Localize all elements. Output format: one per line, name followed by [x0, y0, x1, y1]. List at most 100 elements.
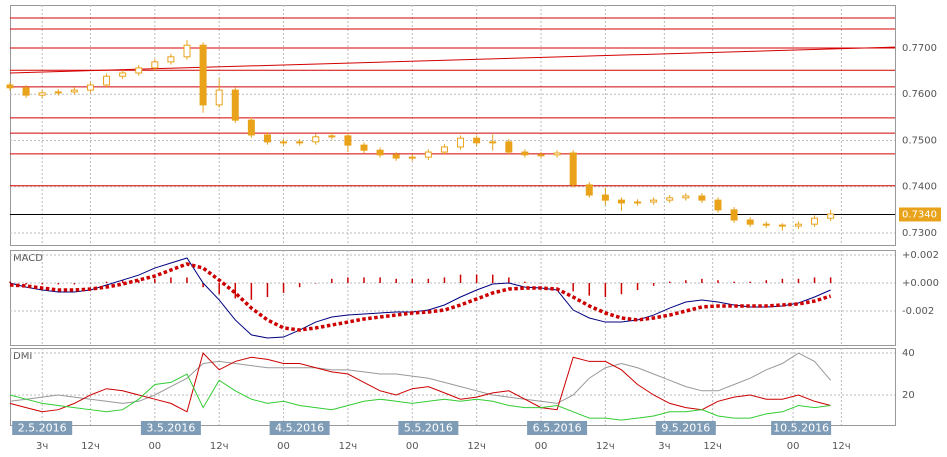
- histogram-bar: [218, 283, 220, 295]
- indicator-line: [9, 352, 831, 413]
- y-tick-label: 0.7700: [902, 43, 937, 54]
- histogram-bar: [459, 274, 462, 284]
- date-label: 6.5.2016: [533, 422, 582, 435]
- candle-body: [392, 154, 400, 159]
- histogram-bar: [186, 277, 188, 284]
- histogram-bar: [475, 274, 478, 284]
- histogram-bar: [41, 283, 43, 285]
- candle-body: [778, 224, 786, 227]
- x-tick-label: 12ч: [832, 441, 851, 452]
- histogram-bar: [427, 278, 430, 284]
- x-tick-label: 12ч: [81, 441, 100, 452]
- histogram-bar: [685, 280, 687, 284]
- histogram-bar: [154, 278, 156, 284]
- candle-body: [328, 135, 336, 138]
- histogram-bar: [25, 283, 27, 285]
- histogram-bar: [508, 277, 510, 284]
- candle-body: [167, 56, 175, 63]
- histogram-bar: [588, 283, 591, 296]
- histogram-bar: [765, 280, 768, 284]
- histogram-bar: [250, 283, 253, 300]
- candle-body: [569, 152, 577, 186]
- x-tick-label: 12ч: [467, 441, 486, 452]
- candle-body: [376, 149, 384, 156]
- candle-body: [762, 223, 770, 226]
- histogram-bar: [395, 278, 397, 284]
- last-price-label: 0.7340: [902, 209, 937, 220]
- y-tick-label: 40: [902, 348, 915, 359]
- candle-body: [231, 89, 239, 121]
- candle-body: [473, 137, 481, 144]
- date-label: 10.5.2016: [773, 422, 829, 435]
- y-tick-label: +0.000: [902, 278, 939, 289]
- date-label: 9.5.2016: [661, 422, 710, 435]
- x-tick-label: 12ч: [596, 441, 615, 452]
- candle-body: [714, 199, 722, 211]
- candle-body: [151, 61, 159, 69]
- date-box: [12, 421, 73, 435]
- y-tick-label: -0.002: [902, 306, 934, 317]
- candle-body: [634, 201, 642, 204]
- y-tick-label: +0.002: [902, 250, 939, 261]
- date-label: 3.5.2016: [146, 422, 195, 435]
- candle-body: [521, 151, 529, 156]
- histogram-bar: [797, 278, 800, 284]
- panel-title: MACD: [13, 253, 43, 264]
- x-tick-label: 00: [406, 441, 419, 452]
- y-tick-label: 0.7500: [902, 135, 937, 146]
- candle-body: [263, 134, 271, 143]
- date-box: [269, 421, 330, 435]
- candle-body: [650, 199, 658, 203]
- x-tick-label: 00: [535, 441, 548, 452]
- histogram-bar: [652, 283, 655, 286]
- histogram-bar: [411, 278, 414, 284]
- date-box: [655, 421, 716, 435]
- candle-body: [22, 87, 30, 96]
- candle-body: [280, 141, 288, 144]
- histogram-bar: [443, 277, 446, 284]
- candle-body: [457, 137, 465, 148]
- candle-body: [408, 156, 416, 159]
- histogram-bar: [331, 278, 333, 284]
- histogram-bar: [749, 281, 751, 284]
- candle-body: [698, 195, 706, 201]
- x-tick-label: 12ч: [210, 441, 229, 452]
- histogram-bar: [73, 283, 76, 285]
- histogram-bar: [89, 283, 92, 284]
- histogram-bar: [636, 283, 639, 291]
- histogram-bar: [556, 283, 558, 284]
- trend-line: [9, 46, 896, 74]
- histogram-bar: [363, 277, 365, 284]
- candle-body: [199, 44, 207, 106]
- histogram-bar: [829, 277, 832, 284]
- histogram-bar: [282, 283, 285, 293]
- histogram-bar: [170, 277, 172, 284]
- candle-body: [682, 195, 690, 199]
- y-tick-label: 0.7400: [902, 182, 937, 193]
- x-tick-label: 12ч: [703, 441, 722, 452]
- indicator-line: [9, 257, 831, 339]
- y-tick-label: 0.7600: [902, 89, 937, 100]
- histogram-bar: [620, 283, 623, 295]
- candle-body: [794, 223, 802, 227]
- histogram-bar: [717, 280, 719, 284]
- price-panel: [10, 5, 896, 246]
- histogram-bar: [379, 277, 381, 284]
- histogram-bar: [137, 280, 140, 284]
- x-tick-label: 00: [787, 441, 800, 452]
- histogram-bar: [491, 274, 494, 284]
- candle-body: [505, 141, 513, 153]
- candle-body: [440, 146, 448, 153]
- candle-body: [360, 144, 368, 151]
- date-box: [527, 421, 588, 435]
- histogram-bar: [314, 283, 317, 284]
- candle-body: [312, 136, 320, 143]
- candle-body: [344, 135, 352, 146]
- date-box: [140, 421, 201, 435]
- candle-body: [537, 154, 545, 157]
- candle-body: [215, 89, 223, 106]
- candle-body: [6, 84, 14, 89]
- histogram-bar: [540, 283, 542, 284]
- date-label: 2.5.2016: [18, 422, 67, 435]
